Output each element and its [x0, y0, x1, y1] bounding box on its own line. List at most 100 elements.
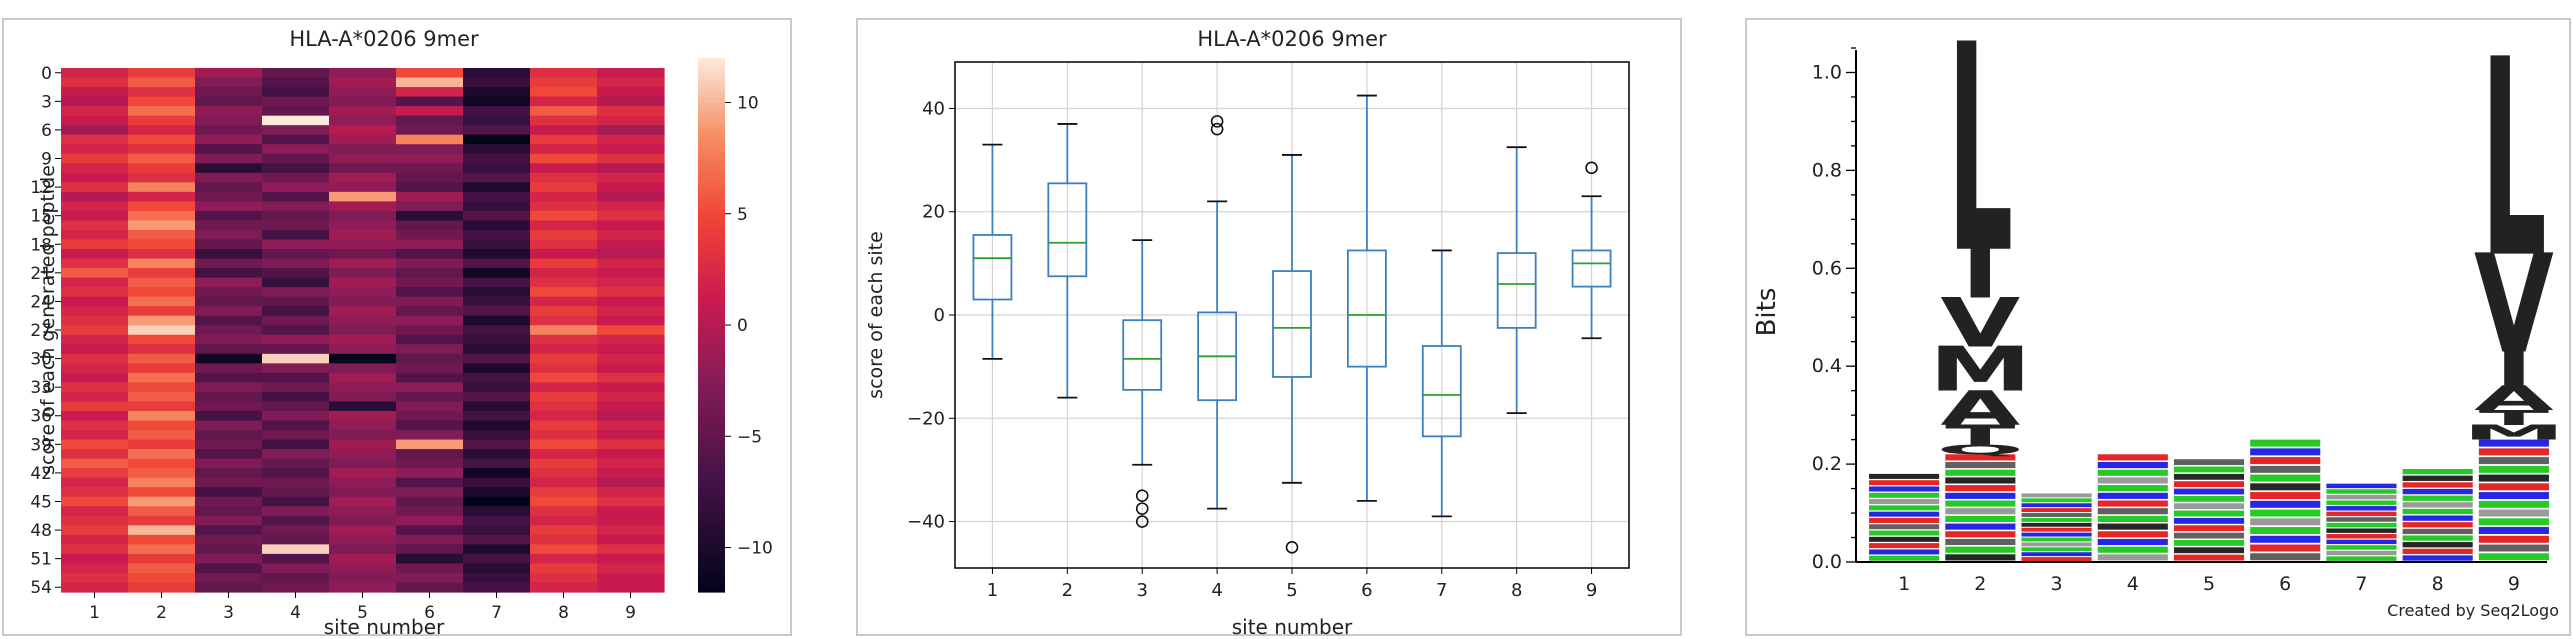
colorbar-tick-label: −10: [737, 539, 773, 559]
heatmap-cell: [396, 306, 464, 317]
heatmap-cell: [530, 363, 598, 374]
heatmap-cell: [597, 506, 665, 517]
heatmap-cell: [61, 125, 129, 136]
logo-base-letter: [2097, 508, 2168, 515]
heatmap-cell: [61, 315, 129, 326]
boxplot-chart: HLA-A*0206 9mer 40 20 0 −20 −40 1 2 3 4 5 6 7 8 9 si…: [865, 27, 1630, 639]
heatmap-cell: [61, 391, 129, 403]
heatmap-cell: [262, 249, 330, 260]
heatmap-cell: [463, 477, 531, 488]
colorbar-segment: [698, 507, 725, 513]
heatmap-cell: [128, 210, 196, 222]
heatmap-cell: [530, 515, 598, 526]
logo-base-letter: [2097, 492, 2168, 499]
logo-base-letter: [2173, 488, 2245, 495]
logo-base-letter: [2021, 557, 2092, 562]
heatmap-cell: [61, 296, 129, 307]
heatmap-cell: [195, 420, 263, 431]
heatmap-cell: [396, 182, 464, 193]
logo-base-letter: [2097, 477, 2168, 484]
logo-base-letter: [2021, 552, 2092, 557]
heatmap-cell: [262, 268, 330, 279]
colorbar-segment: [698, 511, 725, 517]
logo-base-letter: [2402, 508, 2473, 515]
heatmap-cell: [396, 553, 464, 565]
logo-base-letter: [2097, 523, 2168, 530]
heatmap-x-tick-label: 8: [558, 603, 569, 623]
heatmap-cell: [61, 87, 129, 98]
heatmap-cell: [530, 106, 598, 117]
heatmap-cell: [329, 315, 397, 326]
heatmap-cell: [396, 458, 464, 469]
heatmap-cell: [195, 277, 263, 288]
heatmap-cell: [195, 325, 263, 336]
heatmap-cell: [61, 68, 129, 79]
heatmap-cell: [61, 572, 129, 584]
colorbar-segment: [698, 498, 725, 504]
heatmap-y-tick-label: 48: [30, 521, 52, 541]
heatmap-cell: [463, 344, 531, 355]
heatmap-cell: [195, 163, 263, 174]
heatmap-cell: [128, 534, 196, 545]
heatmap-cell: [329, 77, 397, 88]
logo-base-letter: [1869, 486, 1940, 492]
heatmap-cell: [195, 344, 263, 355]
heatmap-cell: [128, 553, 196, 565]
heatmap-cell: [262, 449, 330, 460]
logo-letter: Q: [1936, 442, 2024, 458]
heatmap-cell: [195, 563, 263, 574]
heatmap-cell: [597, 106, 665, 117]
colorbar-segment: [698, 467, 725, 473]
colorbar-segment: [698, 187, 725, 193]
heatmap-cell: [329, 496, 397, 507]
heatmap-cell: [597, 410, 665, 422]
heatmap-cell: [262, 182, 330, 193]
heatmap-cell: [463, 401, 531, 412]
colorbar-segment: [698, 173, 725, 179]
heatmap-y-tick-label: 27: [30, 321, 52, 341]
heatmap-y-tick-label: 12: [30, 178, 52, 198]
logo-base-letter: [2402, 535, 2473, 541]
colorbar-segment: [698, 80, 725, 86]
colorbar-segment: [698, 414, 725, 420]
heatmap-cell: [61, 468, 129, 479]
heatmap-cell: [530, 458, 598, 469]
heatmap-cell: [128, 115, 196, 126]
logo-base-letter: [2326, 483, 2397, 489]
heatmap-cell: [61, 515, 129, 526]
heatmap-x-tick-label: 6: [424, 603, 435, 623]
heatmap-cell: [195, 496, 263, 507]
box-6: [1346, 94, 1387, 502]
heatmap-cell: [262, 153, 330, 164]
heatmap-cell: [128, 296, 196, 307]
colorbar-segment: [698, 449, 725, 455]
boxplot-y-tick-label: −20: [907, 408, 945, 429]
heatmap-cell: [463, 191, 531, 202]
heatmap-cell: [61, 430, 129, 441]
heatmap-cell: [262, 572, 330, 584]
logo-base-letter: [1945, 523, 2016, 530]
heatmap-cell: [396, 191, 464, 202]
logo-base-letter: [2402, 542, 2473, 548]
heatmap-cell: [128, 544, 196, 555]
heatmap-cell: [530, 210, 598, 222]
heatmap-cell: [530, 563, 598, 574]
logo-base-letter: [1869, 555, 1940, 561]
colorbar-segment: [698, 409, 725, 415]
logo-y-tick-label: 0.2: [1812, 453, 1842, 475]
logo-base-letter: [2173, 539, 2245, 546]
heatmap-cell: [195, 182, 263, 193]
heatmap-cell: [195, 106, 263, 117]
heatmap-cell: [597, 534, 665, 545]
logo-base-letter: [1945, 454, 2016, 461]
colorbar-segment: [698, 106, 725, 112]
colorbar-segment: [698, 151, 725, 157]
heatmap-cell: [128, 249, 196, 260]
heatmap-cell: [262, 391, 330, 403]
heatmap-cell: [128, 449, 196, 460]
heatmap-cell: [195, 144, 263, 155]
heatmap-cell: [463, 134, 531, 145]
heatmap-cell: [597, 153, 665, 164]
heatmap-cell: [195, 439, 263, 450]
